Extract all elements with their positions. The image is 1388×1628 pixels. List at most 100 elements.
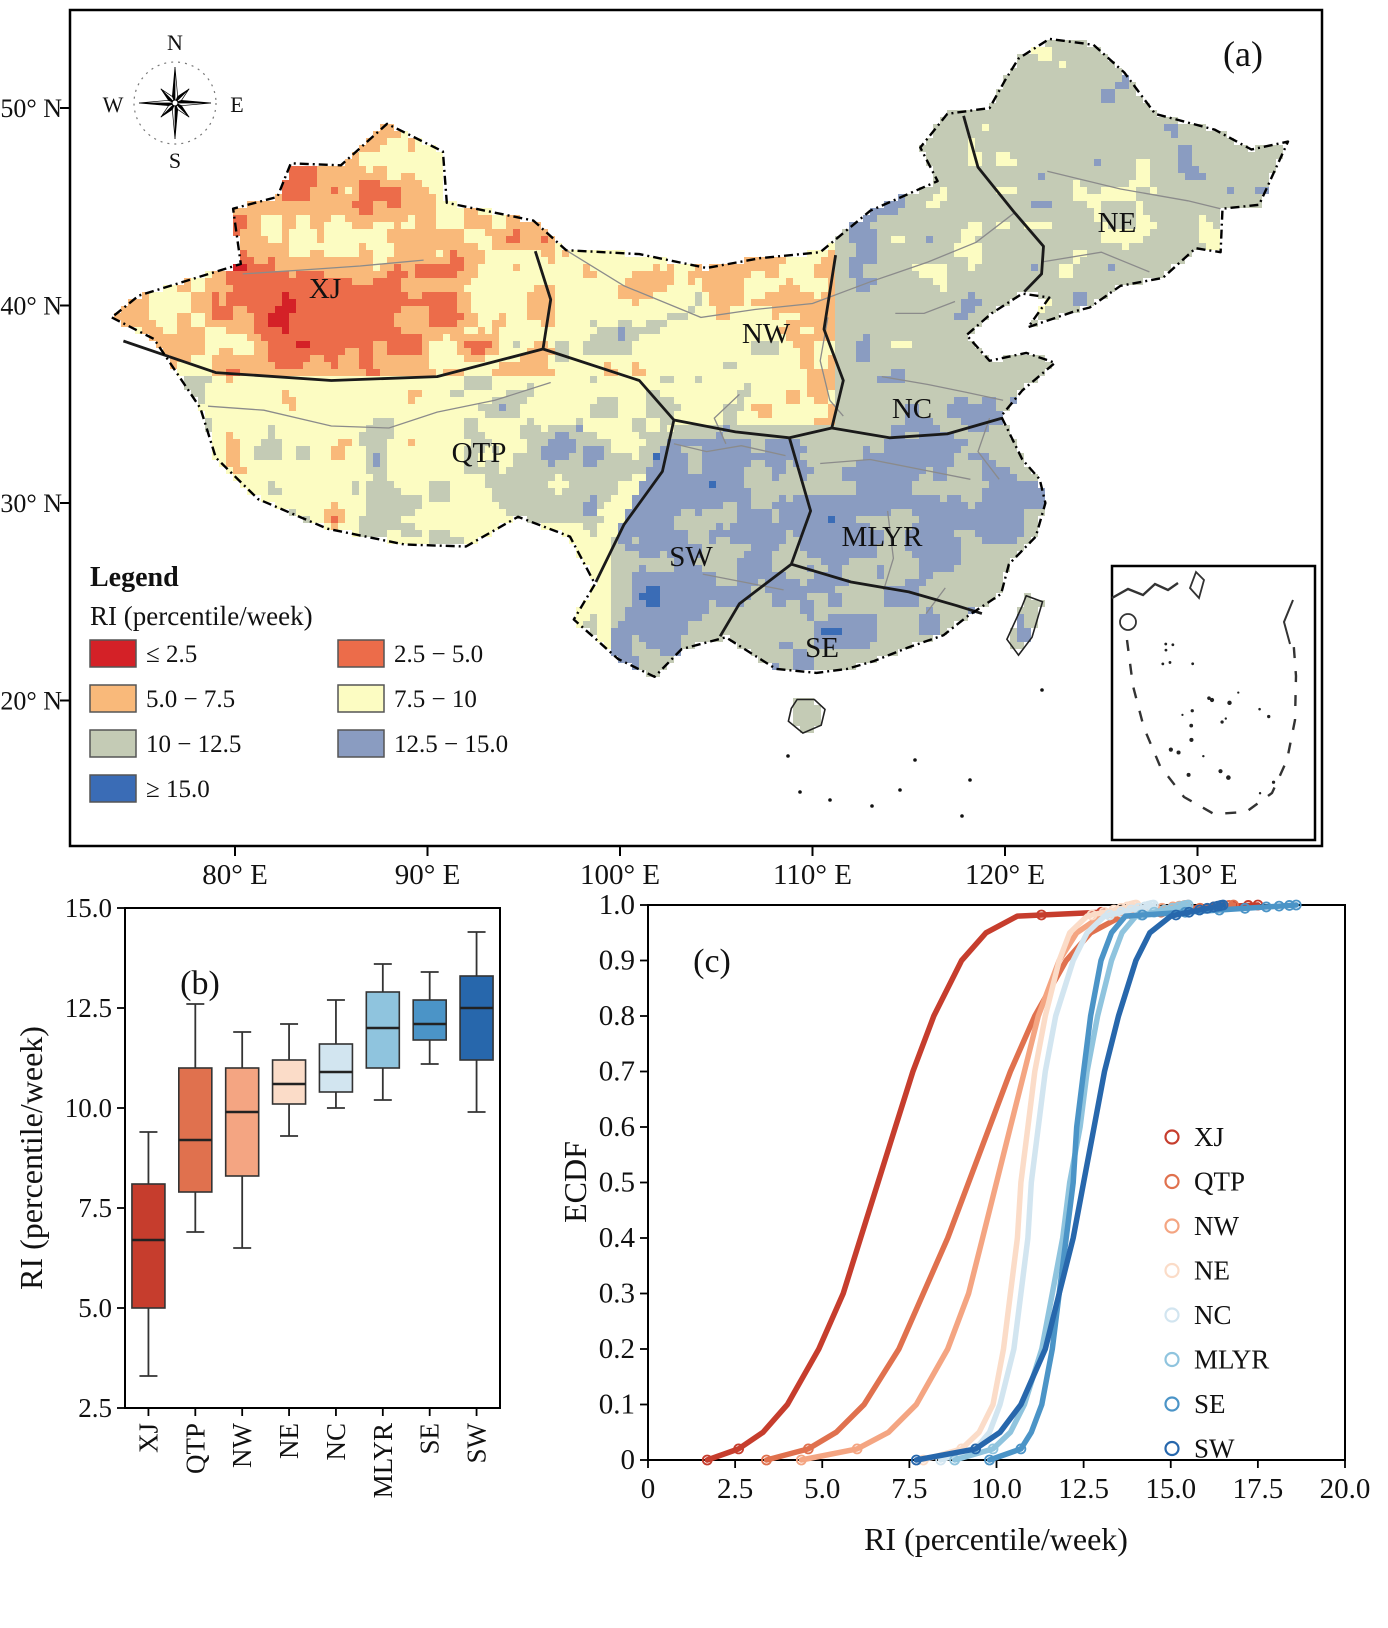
boxplot-box-SW: [459, 931, 494, 1113]
inset-island-dot: [1164, 648, 1168, 652]
boxplot-box-XJ: [131, 1131, 166, 1377]
map-axes: 80° E 90° E 100° E 110° E 120° E 130° E 50° N 4…: [0, 94, 1237, 891]
province-boundary: [1041, 251, 1150, 273]
legend-marker-icon: [1164, 1351, 1180, 1368]
inset-island-dot: [1171, 643, 1175, 647]
province-boundary: [713, 393, 740, 445]
ecdf-legend-item-MLYR: MLYR: [1164, 1345, 1269, 1375]
ecdf-curve-SW: [913, 902, 1226, 1463]
small-island-dot: [828, 798, 832, 802]
taiwan-outline: [1005, 594, 1044, 657]
map-y-tick-label: 50° N: [0, 94, 62, 123]
ecdf-marker: [1183, 906, 1195, 918]
panel-b-label: (b): [180, 965, 220, 1002]
ecdf-curve-NE: [920, 902, 1139, 1463]
boxplot-panel: 2.5 5.0 7.5 10.0 12.5 15.0 XJ QTP NW NE NC MLYR SE SW…: [13, 893, 501, 1498]
region-label-sw: SW: [669, 541, 713, 573]
ecdf-legend-item-QTP: QTP: [1164, 1167, 1245, 1197]
ecdf-legend-item-SW: SW: [1164, 1434, 1235, 1464]
map-legend-item: 7.5 − 10: [337, 684, 477, 713]
ecdf-x-tick-label: 0: [641, 1473, 656, 1505]
compass-rose-icon: [133, 61, 217, 145]
legend-label: NW: [1194, 1211, 1239, 1241]
region-label-nc: NC: [892, 393, 932, 425]
legend-swatch: [337, 684, 385, 713]
small-island-dot: [870, 804, 874, 808]
ecdf-x-tick-label: 10.0: [971, 1473, 1022, 1505]
province-boundary: [895, 300, 956, 315]
ecdf-x-axis-title: RI (percentile/week): [864, 1521, 1128, 1557]
legend-label: 10 − 12.5: [146, 731, 241, 758]
legend-swatch: [337, 639, 385, 668]
map-raster-category-4: [184, 40, 1283, 733]
legend-marker-icon: [1164, 1262, 1180, 1279]
map-legend-items: ≤ 2.5 2.5 − 5.0 5.0 − 7.5 7.5 − 10 10 − 12.5…: [89, 639, 508, 803]
map-x-tick-label: 130° E: [1157, 859, 1237, 891]
legend-label: QTP: [1194, 1167, 1245, 1197]
map-region-labels: XJ QTP NW NE NC MLYR SW SE: [309, 207, 1136, 664]
province-boundary: [881, 375, 1004, 401]
map-legend-item: 12.5 − 15.0: [337, 729, 508, 758]
boxplot-box-QTP: [178, 1003, 213, 1233]
map-legend-item: 2.5 − 5.0: [337, 639, 483, 668]
ecdf-marker: [802, 1443, 814, 1455]
hainan-outline: [787, 698, 826, 735]
ecdf-y-tick-label: 0.2: [599, 1333, 635, 1365]
inset-island-dot: [1220, 720, 1224, 724]
map-x-tick-label: 110° E: [773, 859, 852, 891]
map-raster-category-5: [373, 75, 1269, 670]
ecdf-y-tick-label: 0: [621, 1444, 636, 1476]
ecdf-marker: [984, 1454, 995, 1466]
legend-label: SW: [1194, 1434, 1235, 1464]
ecdf-x-tick-label: 7.5: [891, 1473, 927, 1505]
ecdf-marker: [761, 1454, 772, 1466]
province-boundary: [820, 458, 971, 480]
region-label-se: SE: [805, 632, 839, 664]
ecdf-y-tick-label: 1.0: [599, 889, 635, 921]
region-boundary: [673, 418, 833, 440]
ecdf-marker: [1260, 901, 1272, 913]
boxplot-y-tick-label: 12.5: [65, 993, 112, 1023]
legend-label: NC: [1194, 1300, 1232, 1330]
compass-letters: N E S W: [103, 30, 244, 173]
box: [318, 1043, 354, 1093]
map-raster-category-0: [233, 264, 310, 348]
inset-island-dot: [1181, 713, 1184, 716]
compass-east-label: E: [230, 92, 243, 117]
legend-label: ≥ 15.0: [146, 776, 210, 803]
region-boundary: [831, 416, 1003, 440]
inset-island-dot: [1267, 714, 1271, 719]
inset-island-dot: [1271, 780, 1276, 784]
inset-coastline: [1111, 582, 1179, 600]
boxplot-box-MLYR: [365, 963, 401, 1101]
ecdf-marker: [1036, 909, 1047, 921]
inset-island-dot: [1258, 792, 1262, 795]
ecdf-marker: [1194, 904, 1205, 916]
boxplot-x-tick-label: NW: [227, 1422, 257, 1467]
region-label-nw: NW: [742, 318, 791, 350]
province-boundary: [977, 417, 1000, 480]
legend-label: NE: [1194, 1256, 1230, 1286]
ecdf-legend-item-SE: SE: [1164, 1389, 1226, 1419]
inset-island-dot: [1189, 737, 1194, 742]
legend-marker-icon: [1164, 1440, 1180, 1457]
ecdf-marker: [701, 1454, 713, 1466]
inset-island-dot: [1168, 661, 1172, 664]
compass-west-label: W: [103, 92, 124, 117]
small-island-dot: [898, 788, 902, 792]
small-island-dot: [913, 758, 917, 762]
province-boundary: [207, 381, 551, 429]
ecdf-marker: [1239, 902, 1251, 914]
boxplot-y-axis-title: RI (percentile/week): [13, 1026, 49, 1290]
region-boundary: [542, 347, 676, 583]
province-boundary: [702, 573, 784, 591]
boxplot-x-tick-label: NE: [274, 1423, 304, 1459]
inset-island-dot: [1218, 769, 1223, 774]
map-legend-item: ≤ 2.5: [89, 639, 197, 668]
inset-island-dot: [1207, 696, 1211, 700]
inset-hainan: [1119, 613, 1137, 631]
inset-island-dot: [1191, 662, 1195, 666]
map-y-tick-label: 20° N: [0, 687, 62, 716]
